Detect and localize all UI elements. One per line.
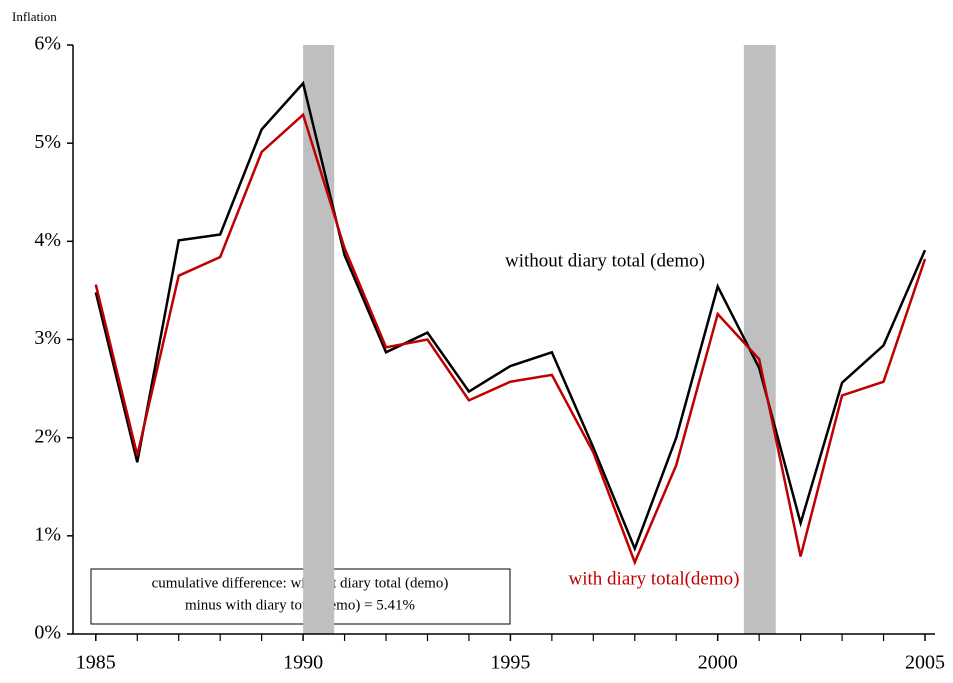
y-tick-label: 3% [34,327,61,349]
x-tick-label: 1995 [490,652,530,674]
y-axis-label: Inflation [12,9,57,24]
shaded-range [743,45,776,634]
series-label: with diary total(demo) [569,568,740,589]
y-tick-label: 4% [34,229,61,251]
series-label: without diary total (demo) [505,250,705,271]
x-tick-label: 2000 [698,652,738,674]
series-line [94,80,927,553]
y-tick-label: 0% [34,622,61,644]
annotation: cumulative difference: without diary tot… [152,575,449,591]
x-tick-label: 1990 [283,652,323,674]
x-tick-label: 1985 [76,652,116,674]
annotation-box [90,568,511,625]
x-tick-label: 2005 [905,652,945,674]
y-tick-label: 5% [34,131,61,153]
series-line [94,112,927,566]
y-tick-label: 1% [34,523,61,545]
y-tick-label: 6% [34,33,61,55]
annotation: minus with diary total(demo) = 5.41% [185,597,415,613]
y-tick-label: 2% [34,425,61,447]
